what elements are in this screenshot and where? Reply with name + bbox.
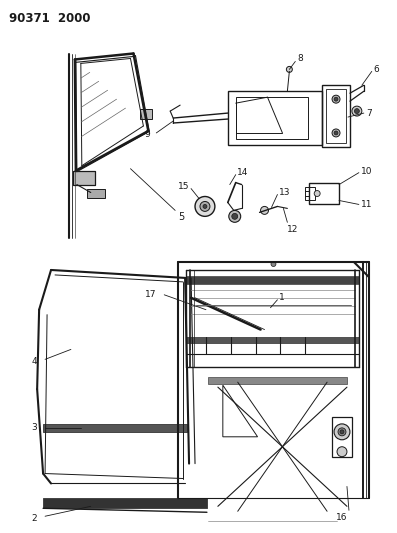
Text: 15: 15 — [177, 182, 189, 191]
Bar — [141, 109, 152, 119]
Circle shape — [334, 97, 338, 101]
Bar — [228, 91, 322, 145]
Circle shape — [352, 106, 362, 116]
Circle shape — [286, 67, 292, 72]
Bar — [305, 187, 315, 200]
Text: 16: 16 — [336, 513, 348, 522]
Text: 3: 3 — [31, 423, 37, 432]
Circle shape — [232, 213, 238, 220]
Circle shape — [338, 428, 346, 436]
Text: 4: 4 — [31, 357, 37, 366]
Bar — [208, 377, 347, 384]
Bar — [87, 189, 105, 198]
Text: 8: 8 — [297, 54, 303, 63]
Text: 12: 12 — [287, 225, 299, 235]
Bar — [73, 171, 95, 184]
Text: 7: 7 — [366, 109, 372, 118]
Circle shape — [355, 109, 359, 114]
Text: 17: 17 — [145, 290, 156, 300]
Text: 10: 10 — [361, 167, 372, 176]
Text: 6: 6 — [374, 65, 380, 74]
Text: 14: 14 — [237, 168, 248, 177]
Text: 2: 2 — [31, 514, 37, 523]
Circle shape — [334, 424, 350, 440]
Text: 90371  2000: 90371 2000 — [10, 12, 91, 25]
Circle shape — [229, 211, 241, 222]
Circle shape — [314, 190, 320, 197]
Text: 13: 13 — [279, 188, 291, 197]
Text: 11: 11 — [361, 200, 372, 209]
Circle shape — [260, 206, 268, 214]
Circle shape — [271, 262, 276, 266]
Bar — [73, 171, 95, 184]
Circle shape — [195, 197, 215, 216]
Bar — [322, 85, 350, 147]
Circle shape — [203, 205, 207, 208]
Circle shape — [340, 430, 344, 434]
Bar — [43, 424, 187, 432]
Text: 1: 1 — [279, 293, 285, 302]
Bar — [326, 89, 346, 143]
Circle shape — [200, 201, 210, 212]
Circle shape — [332, 129, 340, 137]
Text: 9: 9 — [145, 131, 150, 140]
Circle shape — [334, 131, 338, 135]
Bar — [186, 336, 359, 343]
Circle shape — [332, 95, 340, 103]
Bar — [309, 183, 339, 205]
Bar — [43, 498, 207, 508]
Circle shape — [337, 447, 347, 457]
Bar — [236, 97, 308, 139]
Bar — [186, 276, 359, 284]
Text: 5: 5 — [178, 212, 184, 222]
Bar — [332, 417, 352, 457]
